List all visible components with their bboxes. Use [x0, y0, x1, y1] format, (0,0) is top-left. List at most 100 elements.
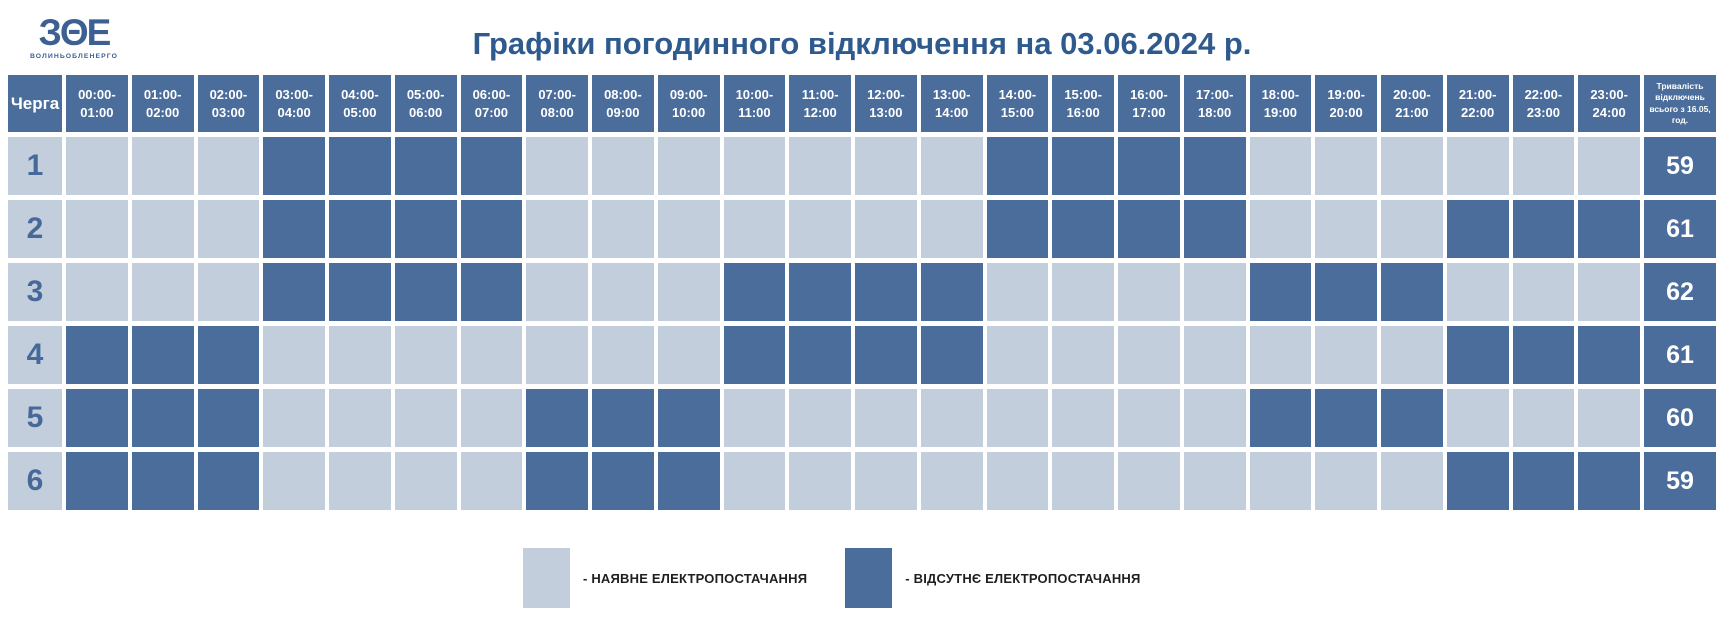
duration-value: 62	[1644, 263, 1716, 321]
company-logo: ЗΘЕ ВОЛИНЬОБЛЕНЕРГО	[14, 14, 134, 60]
available-cell	[592, 326, 654, 384]
available-cell	[1118, 389, 1180, 447]
available-cell	[197, 200, 260, 258]
outage-cell	[1446, 452, 1509, 510]
available-cell	[986, 389, 1049, 447]
available-cell	[1512, 263, 1575, 321]
available-cell	[1446, 389, 1509, 447]
legend: - НАЯВНЕ ЕЛЕКТРОПОСТАЧАННЯ - ВІДСУТНЄ ЕЛ…	[523, 548, 1141, 608]
outage-cell	[460, 263, 523, 321]
duration-value: 59	[1644, 137, 1716, 195]
outage-cell	[197, 389, 260, 447]
available-cell	[1183, 326, 1246, 384]
outage-cell	[1183, 200, 1246, 258]
available-cell	[723, 200, 786, 258]
available-cell	[66, 263, 128, 321]
available-cell	[789, 452, 851, 510]
available-cell	[1183, 452, 1246, 510]
outage-cell	[1512, 326, 1575, 384]
available-cell	[855, 137, 917, 195]
outage-cell	[1381, 263, 1443, 321]
outage-cell	[394, 200, 457, 258]
outage-cell	[855, 263, 917, 321]
available-cell	[1315, 137, 1377, 195]
outage-cell	[329, 263, 391, 321]
available-cell	[657, 326, 720, 384]
available-cell	[657, 200, 720, 258]
available-cell	[1381, 452, 1443, 510]
available-cell	[855, 389, 917, 447]
available-cell	[1381, 326, 1443, 384]
available-cell	[657, 137, 720, 195]
available-cell	[66, 200, 128, 258]
time-slot-header: 04:00- 05:00	[329, 75, 391, 132]
outage-legend-label: - ВІДСУТНЄ ЕЛЕКТРОПОСТАЧАННЯ	[905, 570, 1141, 586]
outage-cell	[1446, 200, 1509, 258]
outage-cell	[723, 326, 786, 384]
available-cell	[394, 389, 457, 447]
available-cell	[66, 137, 128, 195]
outage-cell	[1052, 137, 1114, 195]
queue-number: 3	[8, 263, 62, 321]
time-slot-header: 22:00- 23:00	[1512, 75, 1575, 132]
outage-cell	[394, 137, 457, 195]
outage-cell	[1052, 200, 1114, 258]
available-cell	[986, 326, 1049, 384]
outage-cell	[263, 263, 325, 321]
outage-cell	[1512, 452, 1575, 510]
outage-cell	[329, 137, 391, 195]
available-cell	[1512, 137, 1575, 195]
available-cell	[920, 452, 983, 510]
time-slot-header: 05:00- 06:00	[394, 75, 457, 132]
available-cell	[460, 326, 523, 384]
outage-cell	[66, 389, 128, 447]
available-cell	[723, 389, 786, 447]
outage-cell	[1578, 200, 1640, 258]
time-slot-header: 12:00- 13:00	[855, 75, 917, 132]
time-slot-header: 18:00- 19:00	[1249, 75, 1312, 132]
time-slot-header: 00:00- 01:00	[66, 75, 128, 132]
available-cell	[394, 452, 457, 510]
queue-column-header: Черга	[8, 75, 62, 132]
outage-cell	[460, 137, 523, 195]
outage-cell	[263, 200, 325, 258]
available-cell	[131, 263, 194, 321]
available-cell	[1052, 326, 1114, 384]
time-slot-header: 17:00- 18:00	[1183, 75, 1246, 132]
time-slot-header: 14:00- 15:00	[986, 75, 1049, 132]
time-slot-header: 03:00- 04:00	[263, 75, 325, 132]
outage-cell	[1249, 263, 1312, 321]
outage-cell	[526, 452, 588, 510]
outage-cell	[66, 326, 128, 384]
outage-cell	[1446, 326, 1509, 384]
outage-cell	[592, 452, 654, 510]
outage-cell	[789, 263, 851, 321]
available-cell	[1183, 389, 1246, 447]
available-cell	[526, 263, 588, 321]
available-cell	[1381, 200, 1443, 258]
time-slot-header: 21:00- 22:00	[1446, 75, 1509, 132]
outage-cell	[131, 389, 194, 447]
available-cell	[131, 137, 194, 195]
time-slot-header: 20:00- 21:00	[1381, 75, 1443, 132]
duration-column-header: Тривалість відключень всього з 16.05, го…	[1644, 75, 1716, 132]
available-cell	[789, 137, 851, 195]
time-slot-header: 08:00- 09:00	[592, 75, 654, 132]
available-cell	[920, 389, 983, 447]
available-cell	[1052, 389, 1114, 447]
available-cell	[920, 200, 983, 258]
queue-number: 6	[8, 452, 62, 510]
available-cell	[526, 137, 588, 195]
available-cell	[329, 389, 391, 447]
outage-cell	[131, 326, 194, 384]
queue-number: 5	[8, 389, 62, 447]
available-cell	[197, 263, 260, 321]
time-slot-header: 02:00- 03:00	[197, 75, 260, 132]
outage-cell	[394, 263, 457, 321]
available-cell	[1381, 137, 1443, 195]
duration-value: 60	[1644, 389, 1716, 447]
queue-number: 4	[8, 326, 62, 384]
time-slot-header: 07:00- 08:00	[526, 75, 588, 132]
outage-cell	[986, 200, 1049, 258]
outage-cell	[1118, 200, 1180, 258]
